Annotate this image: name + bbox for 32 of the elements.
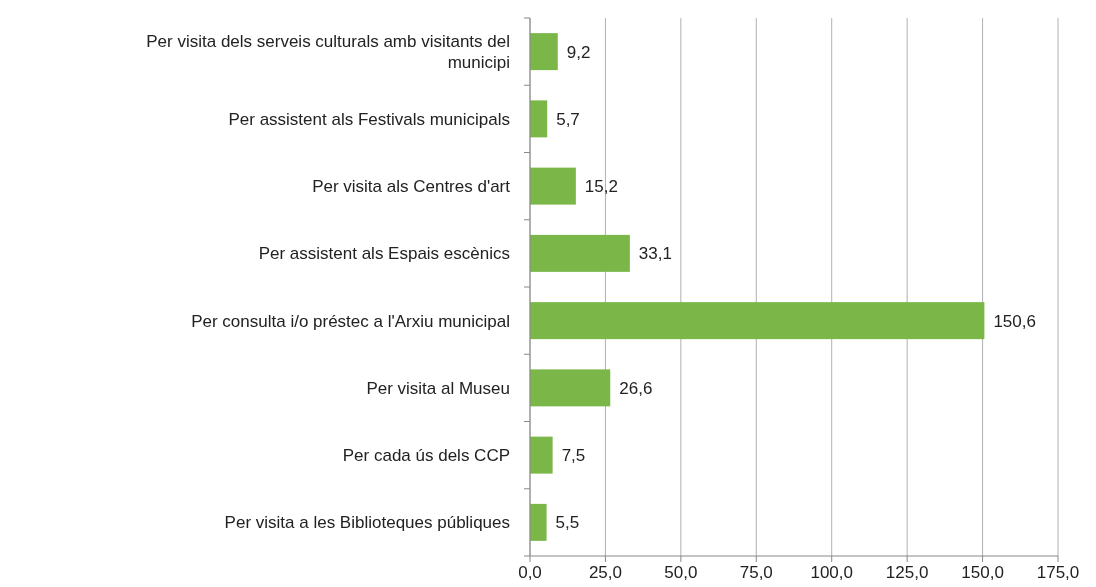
bar [530, 436, 553, 474]
y-tick-label: Per consulta i/o préstec a l'Arxiu municipal [191, 311, 510, 331]
bar [530, 100, 548, 138]
y-tick-label: Per visita dels serveis culturals amb visitants del municipi [146, 32, 510, 72]
bar [530, 167, 576, 205]
data-label: 15,2 [584, 177, 618, 197]
y-tick-label: Per assistent als Festivals municipals [228, 109, 510, 129]
y-tick-label: Per visita a les Biblioteques públiques [224, 513, 510, 533]
y-tick-label: Per assistent als Espais escènics [258, 244, 510, 264]
x-tick-label: 25,0 [588, 563, 622, 582]
data-label: 5,5 [555, 513, 580, 533]
x-tick-label: 175,0 [1036, 563, 1080, 582]
x-tick-label: 50,0 [664, 563, 698, 582]
x-tick-label: 0,0 [518, 563, 542, 582]
x-tick-label: 150,0 [961, 563, 1004, 582]
bar [530, 503, 547, 541]
data-label: 150,6 [993, 311, 1036, 331]
data-label: 9,2 [566, 42, 591, 62]
x-tick-label: 100,0 [810, 563, 853, 582]
data-label: 5,7 [556, 109, 580, 129]
y-tick-label: Per visita als Centres d'art [312, 177, 511, 197]
x-tick-label: 75,0 [739, 563, 773, 582]
data-label: 7,5 [561, 446, 586, 466]
bar [530, 302, 985, 340]
y-tick-label: Per visita al Museu [366, 378, 510, 398]
data-label: 33,1 [638, 244, 672, 264]
bar [530, 234, 630, 272]
bar [530, 369, 611, 407]
bar [530, 33, 558, 71]
y-tick-label: Per cada ús dels CCP [342, 446, 510, 466]
x-tick-label: 125,0 [885, 563, 929, 582]
data-label: 26,6 [619, 378, 653, 398]
